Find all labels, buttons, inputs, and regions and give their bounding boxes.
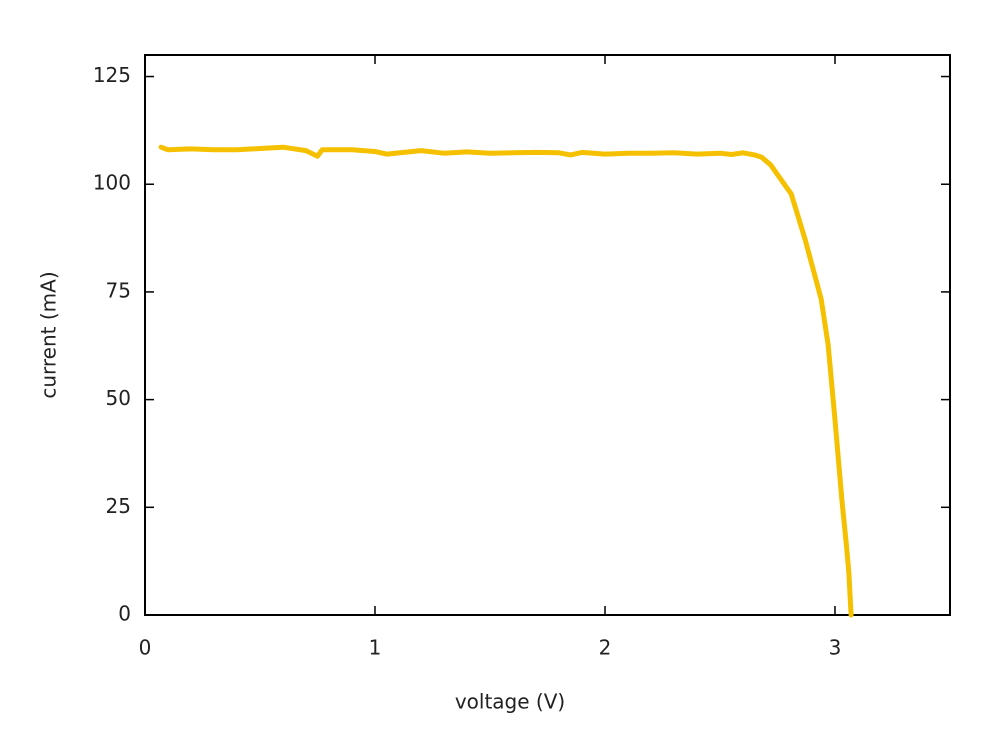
y-tick-label: 75 [106, 278, 131, 302]
y-tick-label: 125 [93, 63, 131, 87]
data-line [158, 144, 854, 618]
y-tick-label: 100 [93, 171, 131, 195]
y-axis-label: current (mA) [37, 271, 61, 398]
x-tick-label: 1 [369, 636, 382, 660]
y-tick-label: 0 [118, 602, 131, 626]
x-tick-label: 3 [829, 636, 842, 660]
x-tick-label: 0 [139, 636, 152, 660]
y-tick-label: 50 [106, 386, 131, 410]
plot-frame [144, 54, 951, 616]
y-tick-label: 25 [106, 494, 131, 518]
x-tick-label: 2 [599, 636, 612, 660]
x-axis-label: voltage (V) [455, 690, 565, 714]
